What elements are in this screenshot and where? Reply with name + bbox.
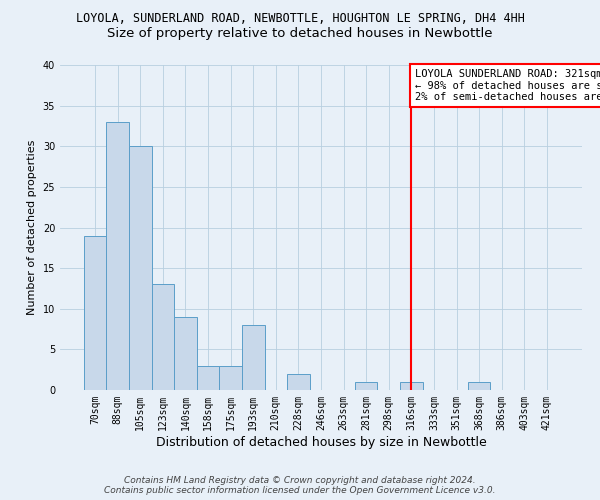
Bar: [468, 382, 490, 390]
X-axis label: Distribution of detached houses by size in Newbottle: Distribution of detached houses by size …: [155, 436, 487, 448]
Bar: [355, 382, 377, 390]
Bar: [106, 122, 129, 390]
Text: LOYOLA, SUNDERLAND ROAD, NEWBOTTLE, HOUGHTON LE SPRING, DH4 4HH: LOYOLA, SUNDERLAND ROAD, NEWBOTTLE, HOUG…: [76, 12, 524, 26]
Bar: [287, 374, 310, 390]
Text: Contains HM Land Registry data © Crown copyright and database right 2024.
Contai: Contains HM Land Registry data © Crown c…: [104, 476, 496, 495]
Bar: [242, 325, 265, 390]
Bar: [400, 382, 422, 390]
Bar: [220, 366, 242, 390]
Bar: [129, 146, 152, 390]
Bar: [152, 284, 174, 390]
Bar: [84, 236, 106, 390]
Bar: [197, 366, 220, 390]
Y-axis label: Number of detached properties: Number of detached properties: [27, 140, 37, 315]
Text: Size of property relative to detached houses in Newbottle: Size of property relative to detached ho…: [107, 28, 493, 40]
Text: LOYOLA SUNDERLAND ROAD: 321sqm
← 98% of detached houses are smaller (121)
2% of : LOYOLA SUNDERLAND ROAD: 321sqm ← 98% of …: [415, 69, 600, 102]
Bar: [174, 317, 197, 390]
